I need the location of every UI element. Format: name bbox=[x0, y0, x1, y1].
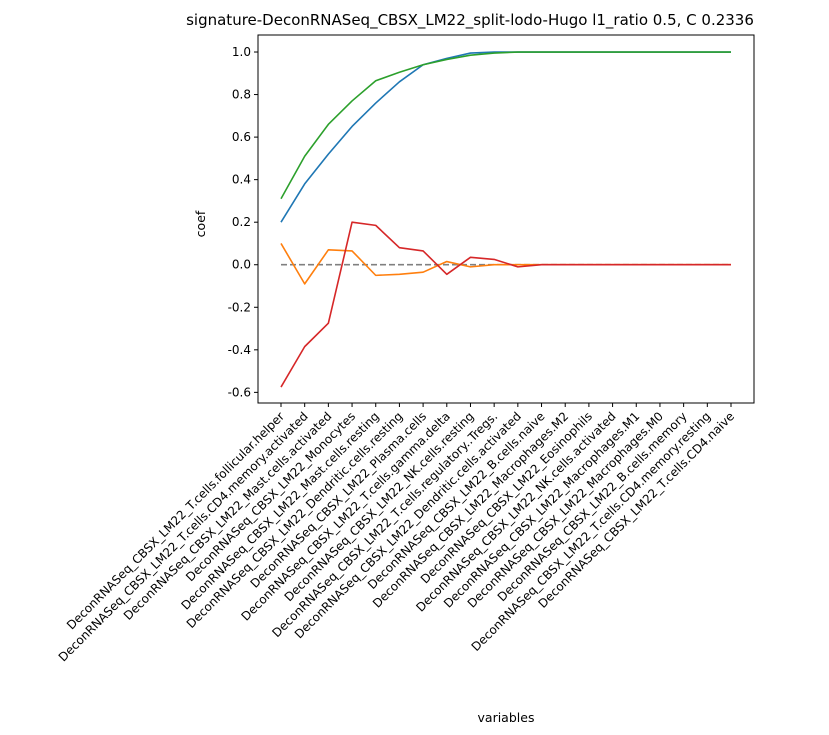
y-axis: -0.6 -0.4 -0.2 0.0 0.2 0.4 0.6 0.8 1.0 bbox=[228, 45, 258, 399]
y-tick-label: -0.2 bbox=[228, 300, 251, 314]
series-line-4 bbox=[280, 221, 731, 388]
y-tick-label: 0.2 bbox=[232, 215, 251, 229]
chart-title: signature-DeconRNASeq_CBSX_LM22_split-lo… bbox=[186, 11, 754, 30]
y-tick-label: -0.4 bbox=[228, 343, 251, 357]
y-tick-label: 1.0 bbox=[232, 45, 251, 59]
plot-frame bbox=[257, 34, 755, 404]
y-tick-label: -0.6 bbox=[228, 385, 251, 399]
y-axis-label: coef bbox=[193, 210, 208, 237]
y-tick-label: 0.4 bbox=[232, 173, 251, 187]
x-axis: DeconRNASeq_CBSX_LM22_T.cells.follicular… bbox=[56, 403, 737, 664]
y-tick-label: 0.8 bbox=[232, 88, 251, 102]
y-tick-label: 0.0 bbox=[232, 258, 251, 272]
series-line-3 bbox=[280, 51, 731, 200]
plot-area bbox=[280, 51, 731, 388]
series-line-1 bbox=[280, 51, 731, 223]
x-axis-label: variables bbox=[478, 710, 535, 725]
y-tick-label: 0.6 bbox=[232, 130, 251, 144]
